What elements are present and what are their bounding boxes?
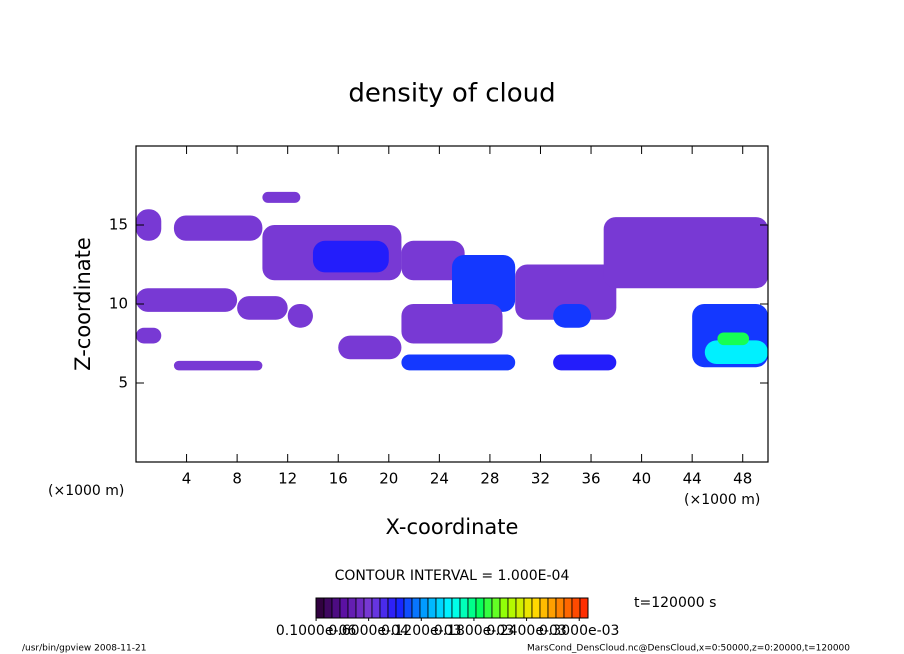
- y-tick-label: 5: [118, 374, 128, 392]
- chart-title: density of cloud: [348, 79, 555, 109]
- colorbar-cell: [531, 597, 541, 619]
- contour-cell: [553, 354, 617, 371]
- colorbar-cell: [331, 597, 341, 619]
- colorbar-cell: [387, 597, 397, 619]
- footer: MarsCond_DensCloud.nc@DensCloud,x=0:5000…: [527, 644, 850, 654]
- colorbar-cell: [379, 597, 389, 619]
- contour-cell: [704, 340, 768, 365]
- contour-cell: [553, 304, 592, 328]
- colorbar-cell: [371, 597, 381, 619]
- colorbar-cell: [515, 597, 525, 619]
- colorbar-cell: [483, 597, 493, 619]
- footer: /usr/bin/gpview 2008-11-21: [22, 644, 146, 654]
- contour-cell: [452, 255, 516, 312]
- contour-cell: [401, 240, 465, 281]
- colorbar-cell: [555, 597, 565, 619]
- contour-cell: [401, 354, 516, 371]
- colorbar-cell: [315, 597, 325, 619]
- colorbar-label: 0.1200e-03: [381, 623, 461, 639]
- colorbar-cell: [451, 597, 461, 619]
- x-axis-label: X-coordinate: [386, 515, 519, 539]
- colorbar-label: 0.6000e-04: [328, 623, 409, 639]
- contour-cell: [603, 217, 768, 289]
- colorbar-cell: [323, 597, 333, 619]
- contour-cell: [173, 215, 263, 241]
- colorbar-cell: [395, 597, 405, 619]
- colorbar-cell: [499, 597, 509, 619]
- x-tick-label: 48: [733, 470, 752, 488]
- colorbar-cell: [355, 597, 365, 619]
- colorbar-cell: [363, 597, 373, 619]
- x-tick-label: 4: [182, 470, 192, 488]
- contour-cell: [287, 304, 313, 328]
- colorbar-label: 0.2400e-03: [486, 623, 566, 639]
- x-unit: (×1000 m): [48, 483, 124, 499]
- x-tick-label: 16: [329, 470, 348, 488]
- colorbar-label: 0.3000e-03: [539, 623, 619, 639]
- colorbar-cell: [427, 597, 437, 619]
- colorbar-label: 0.1000e-06: [276, 623, 357, 639]
- colorbar-cell: [339, 597, 349, 619]
- x-tick-label: 36: [581, 470, 600, 488]
- colorbar-cell: [435, 597, 445, 619]
- contour-cell: [136, 288, 238, 312]
- colorbar-cell: [547, 597, 557, 619]
- contour-interval: CONTOUR INTERVAL = 1.000E-04: [335, 568, 570, 584]
- x-tick-label: 32: [531, 470, 550, 488]
- x-tick-label: 40: [632, 470, 651, 488]
- contour-cell: [312, 240, 389, 273]
- x-tick-label: 8: [232, 470, 242, 488]
- contour-cell: [717, 332, 750, 346]
- colorbar-cell: [571, 597, 581, 619]
- x-tick-label: 28: [480, 470, 499, 488]
- colorbar-frame: [315, 597, 589, 619]
- contour-cell: [401, 304, 503, 344]
- y-tick-label: 15: [109, 216, 128, 234]
- y-axis-label: Z-coordinate: [71, 237, 95, 371]
- contour-cell: [173, 360, 263, 371]
- colorbar-cell: [507, 597, 517, 619]
- colorbar-cell: [523, 597, 533, 619]
- colorbar-cell: [579, 597, 589, 619]
- colorbar-cell: [443, 597, 453, 619]
- contour-cell: [136, 209, 162, 241]
- y-tick-label: 10: [109, 295, 128, 313]
- colorbar-cell: [403, 597, 413, 619]
- colorbar-cell: [347, 597, 357, 619]
- colorbar-cell: [419, 597, 429, 619]
- colorbar-cell: [563, 597, 573, 619]
- contour-cell: [136, 327, 162, 344]
- colorbar-cell: [539, 597, 549, 619]
- contour-cell: [515, 264, 617, 320]
- x-unit: (×1000 m): [684, 492, 760, 508]
- x-tick-label: 12: [278, 470, 297, 488]
- contour-cell: [262, 191, 301, 203]
- x-tick-label: 44: [683, 470, 702, 488]
- contour-cell: [338, 335, 402, 360]
- colorbar-cell: [475, 597, 485, 619]
- colorbar-cell: [491, 597, 501, 619]
- colorbar-cell: [467, 597, 477, 619]
- time-label: t=120000 s: [634, 595, 716, 611]
- colorbar-label: 0.1800e-03: [434, 623, 514, 639]
- colorbar-cell: [411, 597, 421, 619]
- contour-cell: [237, 296, 288, 320]
- x-tick-label: 24: [430, 470, 449, 488]
- x-tick-label: 20: [379, 470, 398, 488]
- colorbar-cell: [459, 597, 469, 619]
